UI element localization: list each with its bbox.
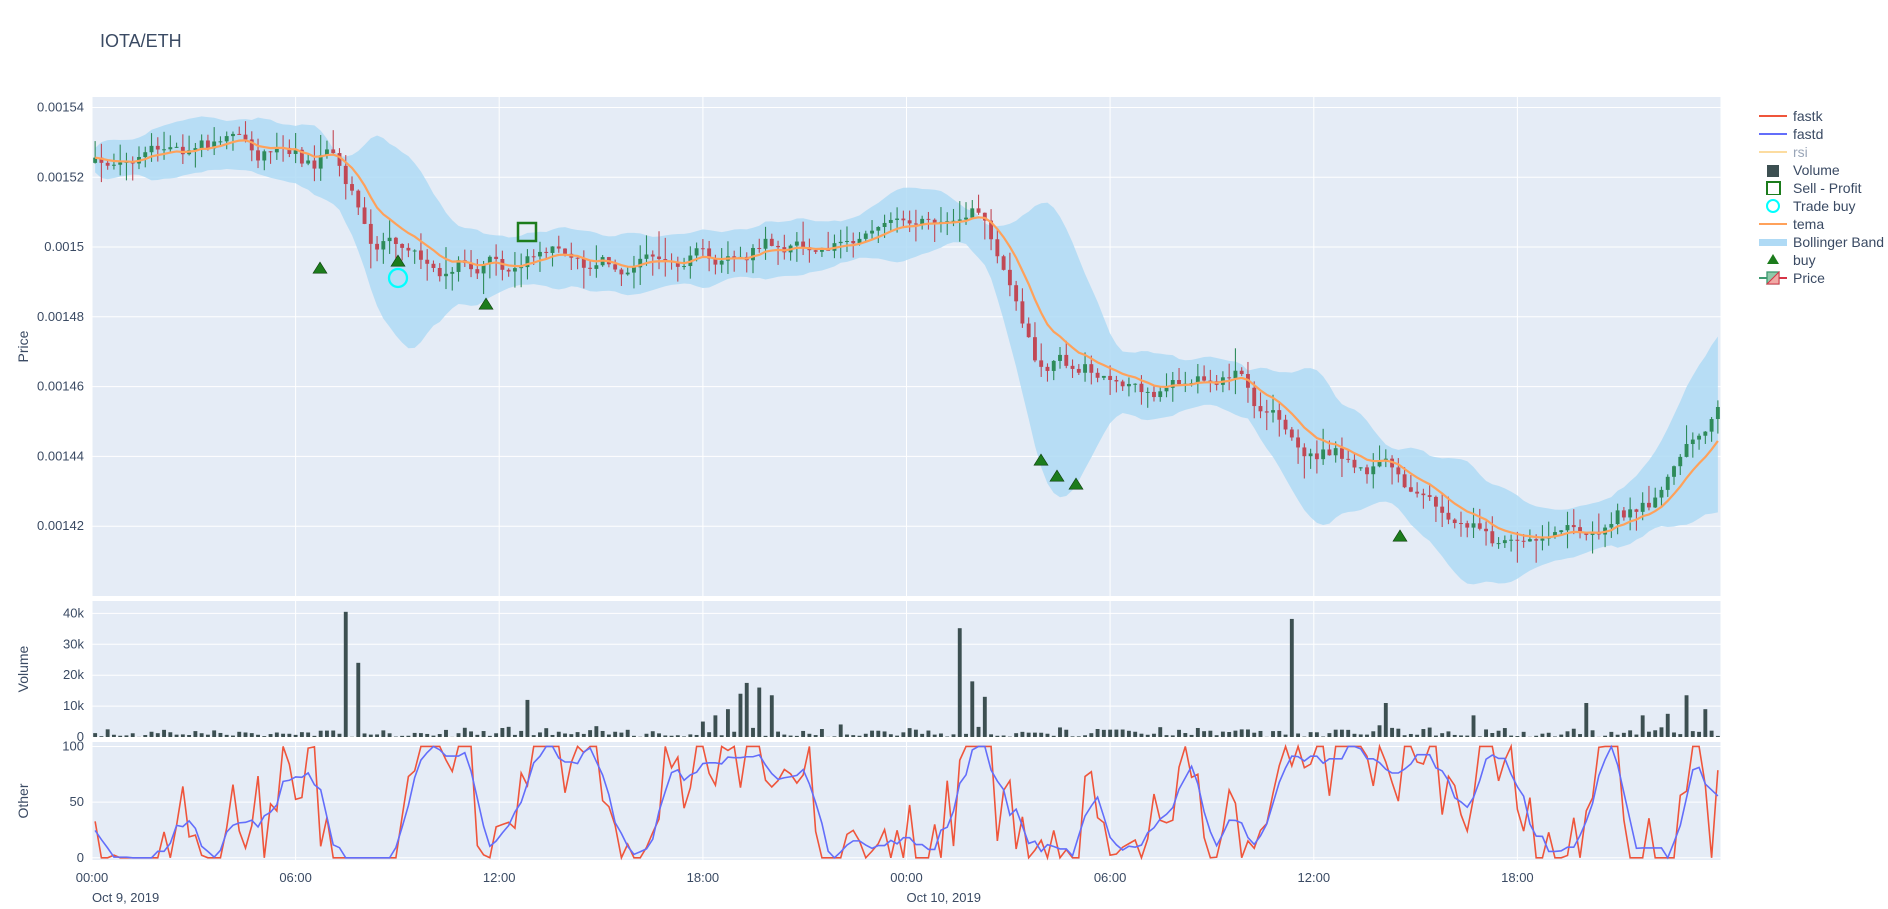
svg-text:20k: 20k [63, 667, 84, 682]
svg-text:00:00: 00:00 [76, 870, 109, 885]
svg-text:Other: Other [15, 783, 31, 818]
svg-text:0.00142: 0.00142 [37, 518, 84, 533]
svg-text:Volume: Volume [15, 645, 31, 692]
svg-text:30k: 30k [63, 636, 84, 651]
svg-text:06:00: 06:00 [1094, 870, 1127, 885]
svg-text:0.00148: 0.00148 [37, 309, 84, 324]
svg-text:40k: 40k [63, 605, 84, 620]
svg-text:Price: Price [15, 330, 31, 362]
svg-text:50: 50 [70, 794, 84, 809]
svg-text:10k: 10k [63, 698, 84, 713]
svg-text:18:00: 18:00 [1501, 870, 1534, 885]
svg-text:Oct 9, 2019: Oct 9, 2019 [92, 890, 159, 905]
svg-text:Oct 10, 2019: Oct 10, 2019 [907, 890, 981, 905]
svg-text:00:00: 00:00 [890, 870, 923, 885]
svg-text:0.00152: 0.00152 [37, 169, 84, 184]
svg-text:0.0015: 0.0015 [44, 239, 84, 254]
svg-text:12:00: 12:00 [1298, 870, 1331, 885]
svg-text:IOTA/ETH: IOTA/ETH [100, 31, 182, 51]
svg-text:0.00154: 0.00154 [37, 100, 84, 115]
svg-text:0.00144: 0.00144 [37, 448, 84, 463]
svg-text:0: 0 [77, 850, 84, 865]
svg-text:18:00: 18:00 [687, 870, 720, 885]
svg-text:100: 100 [62, 739, 84, 754]
svg-text:12:00: 12:00 [483, 870, 516, 885]
svg-text:06:00: 06:00 [279, 870, 312, 885]
svg-text:0.00146: 0.00146 [37, 379, 84, 394]
